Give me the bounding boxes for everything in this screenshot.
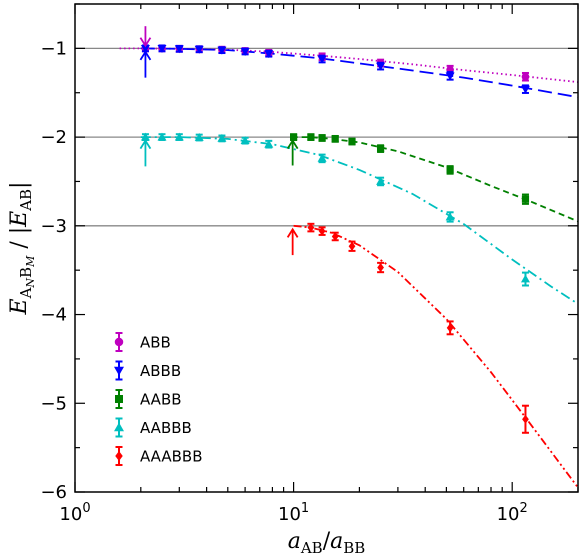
y-label-end: |	[7, 182, 32, 189]
data-point-abbb	[445, 72, 455, 81]
data-point-abb	[521, 72, 530, 81]
axis-ticks: 100 101 102 −1 −2 −3 −4 −5 −6	[40, 3, 579, 525]
x-label-main2: a	[330, 529, 343, 554]
fit-curve-aabbb	[140, 136, 579, 305]
threshold-arrow-head	[139, 138, 152, 150]
y-tick-label: −3	[40, 216, 67, 237]
x-label-sep: /	[323, 529, 331, 554]
x-tick-label: 101	[278, 501, 309, 525]
data-point-abbb	[240, 48, 250, 56]
data-point-aabbb	[217, 133, 227, 142]
data-point-aabb	[446, 166, 454, 174]
y-axis-label: EANBM / |EAB|	[7, 182, 37, 316]
x-tick-label: 100	[59, 501, 90, 525]
y-label-sub2: B	[17, 267, 35, 278]
y-label-main: E	[7, 298, 32, 315]
data-point-aabbb	[194, 133, 204, 141]
y-tick-label: −5	[40, 393, 67, 414]
x-label-sub2: BB	[343, 539, 365, 557]
y-label-sub3: AB	[17, 189, 35, 212]
y-tick-label: −2	[40, 127, 67, 148]
legend-marker-aabbb	[114, 422, 124, 432]
data-point-abbb	[520, 85, 530, 94]
x-label-sub1: AB	[300, 539, 323, 557]
data-point-aabbb	[240, 136, 250, 145]
data-point-aabbb	[174, 132, 184, 141]
data-point-aabbb	[520, 274, 530, 283]
plot-frame	[74, 3, 579, 493]
data-point-aaabbb	[318, 226, 326, 236]
y-label-main2: E	[7, 211, 32, 228]
data-point-aaabbb	[331, 231, 339, 241]
y-label-subsub2: M	[24, 255, 37, 268]
fit-curve-abbb	[140, 47, 579, 99]
x-axis-label: aAB/aBB	[288, 529, 366, 557]
y-tick-label: −4	[40, 305, 67, 326]
data-point-abbb	[264, 50, 274, 59]
y-tick-label: −6	[40, 482, 67, 503]
threshold-arrow-head	[139, 37, 152, 48]
y-label-sep: / |	[7, 227, 32, 256]
data-point-aaabbb	[522, 414, 529, 424]
legend-label-abbb: ABBB	[140, 362, 181, 380]
data-point-abbb	[376, 62, 386, 71]
data-point-aabb	[307, 133, 315, 141]
data-point-abbb	[140, 44, 150, 53]
x-label-main: a	[288, 529, 301, 554]
legend-label-abb: ABB	[140, 334, 171, 352]
legend-marker-abb	[114, 337, 124, 347]
data-point-aabb	[348, 137, 356, 146]
threshold-arrow-head	[139, 50, 152, 61]
data-point-aabbb	[140, 132, 150, 141]
data-point-abbb	[194, 45, 204, 54]
threshold-arrows	[139, 26, 299, 256]
fit-curve-aabb	[291, 136, 579, 223]
data-point-aabbb	[317, 153, 327, 162]
x-tick-label: 102	[497, 501, 528, 525]
legend-label-aaabbb: AAABBB	[140, 448, 203, 466]
data-point-aaabbb	[446, 323, 454, 333]
legend-marker-aaabbb	[115, 451, 123, 461]
legend-label-aabbb: AABBB	[140, 419, 192, 437]
legend-label-aabb: AABB	[140, 391, 182, 409]
data-point-aaabbb	[307, 223, 315, 233]
data-point-aaabbb	[348, 241, 356, 251]
y-label-sub: A	[17, 287, 35, 299]
threshold-arrow-head	[286, 138, 299, 150]
legend: ABB ABBB AABB AABBB AAABBB	[114, 332, 203, 466]
data-point-aabb	[331, 135, 339, 143]
data-point-aabb	[318, 134, 326, 142]
fit-curve-abb	[119, 47, 579, 83]
data-point-abbb	[157, 44, 167, 53]
data-point-aaabbb	[377, 263, 384, 273]
data-point-abbb	[174, 45, 184, 54]
data-point-aabbb	[445, 212, 455, 221]
legend-marker-abbb	[114, 366, 124, 376]
legend-marker-aabb	[115, 395, 123, 403]
data-point-abbb	[217, 46, 227, 55]
data-point-aabb	[289, 133, 298, 141]
threshold-arrow-head	[286, 227, 299, 238]
data-point-aabbb	[264, 139, 274, 148]
fit-curve-aaabbb	[293, 224, 579, 489]
data-point-aabb	[521, 195, 530, 203]
data-points	[140, 44, 530, 434]
data-point-aabbb	[157, 132, 167, 141]
data-point-aabbb	[376, 176, 386, 185]
y-tick-label: −1	[40, 38, 67, 59]
y-label-subsub1: N	[24, 278, 37, 289]
data-point-abbb	[317, 55, 327, 64]
data-point-aabb	[376, 145, 385, 153]
